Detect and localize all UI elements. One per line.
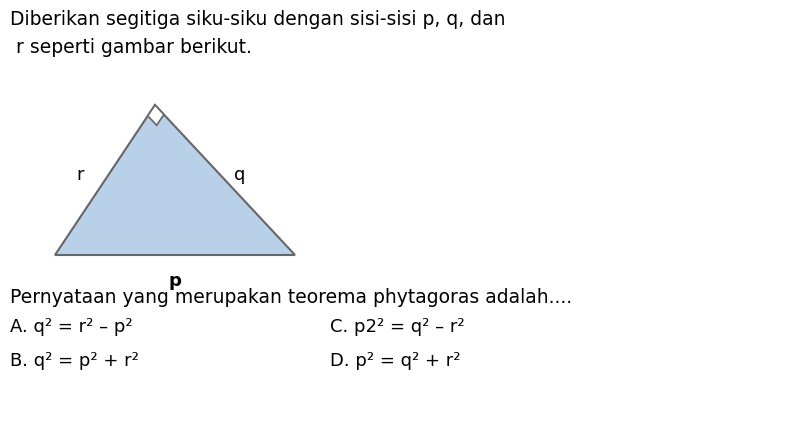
Text: Diberikan segitiga siku-siku dengan sisi-sisi p, q, dan: Diberikan segitiga siku-siku dengan sisi… <box>10 10 506 29</box>
Text: q: q <box>235 166 246 184</box>
Text: r seperti gambar berikut.: r seperti gambar berikut. <box>10 38 252 57</box>
Text: A. q² = r² – p²: A. q² = r² – p² <box>10 318 133 336</box>
Text: Pernyataan yang merupakan teorema phytagoras adalah....: Pernyataan yang merupakan teorema phytag… <box>10 288 572 307</box>
Polygon shape <box>55 105 295 255</box>
Text: r: r <box>77 166 84 184</box>
Text: p: p <box>168 272 182 290</box>
Text: D. p² = q² + r²: D. p² = q² + r² <box>330 352 461 370</box>
Text: C. p2² = q² – r²: C. p2² = q² – r² <box>330 318 465 336</box>
Polygon shape <box>148 105 164 125</box>
Text: B. q² = p² + r²: B. q² = p² + r² <box>10 352 139 370</box>
